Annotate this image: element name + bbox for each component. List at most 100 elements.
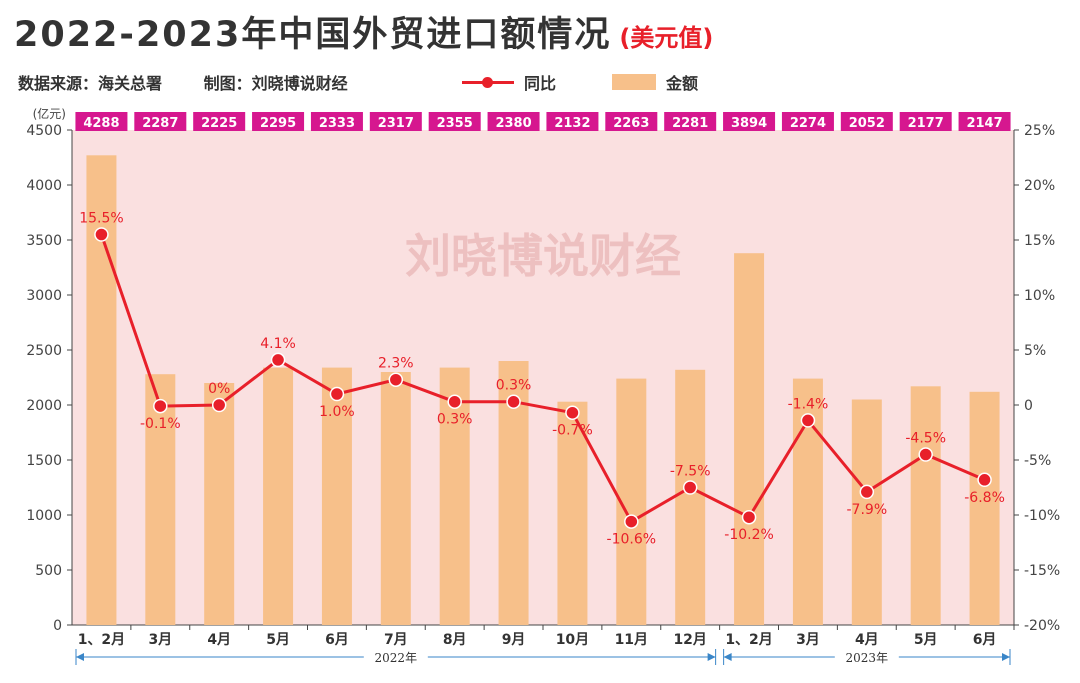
- x-tick-label: 8月: [443, 632, 467, 648]
- bar: [734, 253, 765, 625]
- y-right-tick-label: -5%: [1024, 453, 1051, 469]
- yoy-point: [565, 405, 580, 420]
- yoy-point: [741, 509, 757, 525]
- year-label-bg: [363, 648, 428, 666]
- year-group: 2022年: [75, 648, 717, 666]
- year-bracket-arrow-left: [76, 653, 84, 661]
- yoy-data-label: -0.7%: [552, 423, 593, 439]
- value-box: 2281: [664, 112, 717, 131]
- bar: [204, 383, 235, 625]
- yoy-point: [94, 227, 109, 242]
- year-label: 2023年: [846, 651, 889, 665]
- x-tick-label: 5月: [914, 632, 938, 648]
- bar: [910, 386, 941, 625]
- yoy-point: [270, 352, 286, 368]
- value-box: 3894: [723, 112, 776, 131]
- yoy-data-label: -10.6%: [607, 532, 657, 548]
- value-box-bg: [664, 112, 717, 131]
- yoy-data-label: -10.2%: [724, 527, 774, 543]
- value-box: 2052: [840, 112, 893, 131]
- x-tick-label: 1、2月: [78, 632, 125, 648]
- x-tick-label: 6月: [973, 632, 997, 648]
- bar: [675, 369, 706, 625]
- y-right-tick-label: 5%: [1024, 343, 1046, 359]
- yoy-data-label: -0.1%: [140, 416, 181, 432]
- y-left-tick-label: 1000: [26, 508, 62, 524]
- value-box: 2147: [958, 112, 1011, 131]
- yoy-data-label: -7.5%: [670, 464, 711, 480]
- value-box: 2274: [781, 112, 834, 131]
- bar: [557, 401, 588, 625]
- value-box-label: 2333: [319, 116, 355, 131]
- value-box-bg: [781, 112, 834, 131]
- x-tick-label: 6月: [325, 632, 349, 648]
- value-box-bg: [75, 112, 128, 131]
- y-right-tick-label: 25%: [1024, 123, 1055, 139]
- y-right-tick-label: 0: [1024, 398, 1033, 414]
- yoy-point: [800, 413, 816, 428]
- legend-line-label: 同比: [524, 74, 557, 93]
- yoy-point: [211, 397, 227, 413]
- legend-bar-label: 金额: [666, 74, 699, 93]
- value-box-label: 2287: [142, 116, 178, 131]
- y-left-tick-label: 0: [53, 618, 62, 634]
- bar: [321, 367, 352, 625]
- value-box-bg: [252, 112, 305, 131]
- bar: [439, 367, 470, 625]
- value-box-bg: [958, 112, 1011, 131]
- y-axis-left-unit: (亿元): [33, 106, 66, 121]
- yoy-data-label: 0.3%: [496, 378, 532, 394]
- x-tick-label: 4月: [855, 632, 879, 648]
- yoy-point: [506, 394, 521, 409]
- value-box-bg: [193, 112, 246, 131]
- bar: [145, 374, 176, 625]
- yoy-data-label: -7.9%: [847, 502, 888, 518]
- value-box: 2380: [487, 112, 540, 131]
- yoy-data-label: -4.5%: [905, 431, 946, 447]
- year-group: 2023年: [723, 648, 1011, 666]
- year-bracket-arrow-right: [707, 653, 716, 661]
- x-tick-label: 5月: [266, 632, 290, 648]
- value-box-bg: [310, 112, 363, 131]
- yoy-data-label: 0%: [208, 381, 230, 397]
- x-tick-label: 4月: [207, 632, 231, 648]
- bar: [851, 399, 882, 625]
- y-left-tick-label: 1500: [26, 453, 62, 469]
- value-box-bg: [840, 112, 893, 131]
- value-box-label: 2281: [672, 116, 708, 131]
- year-label-bg: [834, 648, 899, 666]
- x-tick-label: 9月: [502, 632, 526, 648]
- value-box-label: 2225: [201, 116, 237, 131]
- y-left-tick-label: 3500: [26, 233, 62, 249]
- y-left-tick-label: 4500: [26, 123, 62, 139]
- yoy-point: [859, 484, 875, 500]
- x-tick-label: 12月: [673, 632, 706, 648]
- value-box: 2333: [310, 112, 363, 131]
- yoy-point: [153, 398, 168, 414]
- x-tick-label: 3月: [148, 632, 172, 648]
- chart-title: 2022-2023年中国外贸进口额情况 (美元值): [14, 6, 713, 57]
- bar: [263, 367, 294, 625]
- yoy-data-label: -6.8%: [964, 490, 1005, 506]
- y-left-tick-label: 4000: [26, 178, 62, 194]
- value-box-label: 2263: [613, 116, 649, 131]
- yoy-data-label: -1.4%: [788, 396, 829, 412]
- yoy-data-label: 4.1%: [260, 336, 296, 352]
- value-box-bg: [134, 112, 187, 131]
- yoy-point: [388, 372, 404, 387]
- value-box: 2287: [134, 112, 187, 131]
- yoy-point: [918, 447, 933, 462]
- value-box-label: 2295: [260, 116, 296, 131]
- value-box-bg: [605, 112, 658, 131]
- y-right-tick-label: -10%: [1024, 508, 1060, 524]
- y-left-tick-label: 3000: [26, 288, 62, 304]
- yoy-point: [977, 472, 992, 488]
- yoy-point: [682, 480, 698, 495]
- value-box: 4288: [75, 112, 128, 131]
- value-box: 2295: [252, 112, 305, 131]
- value-box: 2263: [605, 112, 658, 131]
- value-box-label: 2274: [790, 116, 826, 131]
- bar: [380, 372, 411, 625]
- value-box-label: 4288: [83, 116, 119, 131]
